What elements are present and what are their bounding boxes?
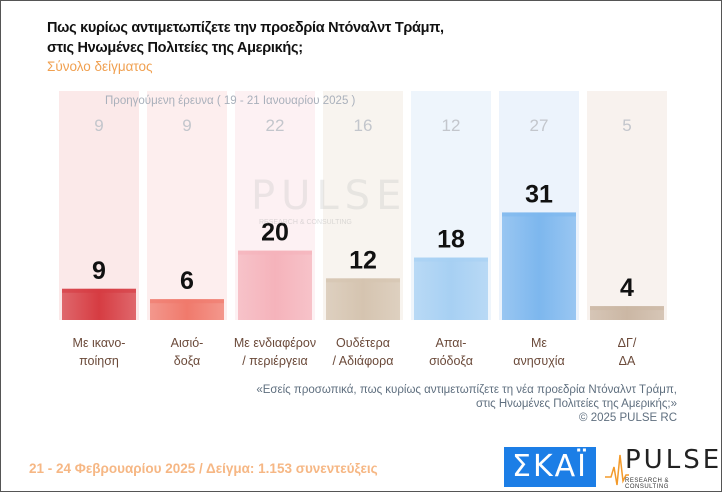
pulse-logo: PULSE RESEARCH & CONSULTING <box>605 445 719 490</box>
category-label-line: Με ενδιαφέρον <box>233 336 317 350</box>
previous-value-label: 5 <box>622 116 631 135</box>
category-label-line: ΔΓ/ <box>617 336 637 350</box>
bar-top <box>62 288 136 293</box>
bar-top <box>150 299 224 304</box>
category-label-line: / περιέργεια <box>242 354 308 368</box>
category-label-line: / Αδιάφορα <box>332 354 394 368</box>
previous-value-label: 12 <box>442 116 461 135</box>
title-line: Πως κυρίως αντιμετωπίζετε την προεδρία Ν… <box>47 20 444 36</box>
bar-top <box>414 257 488 262</box>
value-label: 9 <box>92 257 106 285</box>
pulse-watermark: PULSE <box>251 173 408 219</box>
note-line: «Εσείς προσωπικά, πως κυρίως αντιμετωπίζ… <box>256 384 677 396</box>
pulse-logo-text: PULSE <box>625 445 722 475</box>
bar <box>150 299 224 320</box>
pulse-watermark-sub: RESEARCH & CONSULTING <box>259 219 352 226</box>
category-label-line: ποίηση <box>79 354 119 368</box>
value-label: 31 <box>525 180 553 208</box>
previous-value-label: 27 <box>530 116 549 135</box>
previous-value-label: 9 <box>182 116 191 135</box>
bar <box>62 288 136 320</box>
value-label: 4 <box>620 274 634 302</box>
category-label: Αισιό-δοξα <box>142 334 232 370</box>
category-label-line: δοξα <box>173 354 201 368</box>
chart-title: Πως κυρίως αντιμετωπίζετε την προεδρία Ν… <box>47 18 444 58</box>
category-label-line: ανησυχία <box>513 354 565 368</box>
bar <box>238 250 312 320</box>
category-label-line: Με <box>531 336 547 350</box>
background-column <box>59 91 139 320</box>
category-label-line: Αισιό- <box>170 336 204 350</box>
bar <box>502 212 576 320</box>
category-label-line: Με ικανο- <box>72 336 126 350</box>
previous-value-label: 16 <box>354 116 373 135</box>
value-label: 12 <box>349 246 377 274</box>
background-column <box>587 91 667 320</box>
category-label: ΔΓ/ΔΑ <box>582 334 672 370</box>
category-label: Με ανησυχία <box>494 334 584 370</box>
previous-value-label: 22 <box>266 116 285 135</box>
background-column <box>147 91 227 320</box>
category-label-line: σιόδοξα <box>429 354 473 368</box>
category-label-line: Ουδέτερα <box>336 336 390 350</box>
bar-top <box>502 212 576 217</box>
footer-date-sample: 21 - 24 Φεβρουαρίου 2025 / Δείγμα: 1.153… <box>29 461 378 476</box>
category-label-line: Απαι- <box>435 336 467 350</box>
category-label: Με ικανο-ποίηση <box>54 334 144 370</box>
question-note: «Εσείς προσωπικά, πως κυρίως αντιμετωπίζ… <box>256 383 677 425</box>
skai-logo: ΣΚΑΪ <box>504 447 596 487</box>
bar-top <box>590 306 664 311</box>
title-line: στις Ηνωμένες Πολιτείες της Αμερικής; <box>47 40 303 56</box>
value-label: 6 <box>180 267 194 295</box>
pulse-wave-icon <box>605 454 629 486</box>
value-label: 18 <box>437 226 465 254</box>
previous-value-label: 9 <box>94 116 103 135</box>
pulse-logo-sub: RESEARCH & CONSULTING <box>625 478 670 490</box>
bar-chart: 9 9 9 6 22 20 16 12 12 18 27 31 5 4 <box>59 91 667 320</box>
bar <box>326 278 400 320</box>
previous-survey-label: Προηγούμενη έρευνα ( 19 - 21 Ιανουαρίου … <box>105 95 356 107</box>
value-label: 20 <box>261 219 289 247</box>
category-label: Απαι-σιόδοξα <box>406 334 496 370</box>
category-label-line: ΔΑ <box>618 354 636 368</box>
note-line: στις Ηνωμένες Πολιτείες της Αμερικής;» <box>475 398 677 410</box>
bar-top <box>238 250 312 255</box>
bar-top <box>326 278 400 283</box>
chart-subtitle: Σύνολο δείγματος <box>47 59 153 74</box>
category-label: Ουδέτερα / Αδιάφορα <box>318 334 408 370</box>
bar <box>414 257 488 320</box>
category-label: Με ενδιαφέρον / περιέργεια <box>230 334 320 370</box>
copyright: © 2025 PULSE RC <box>579 412 677 424</box>
